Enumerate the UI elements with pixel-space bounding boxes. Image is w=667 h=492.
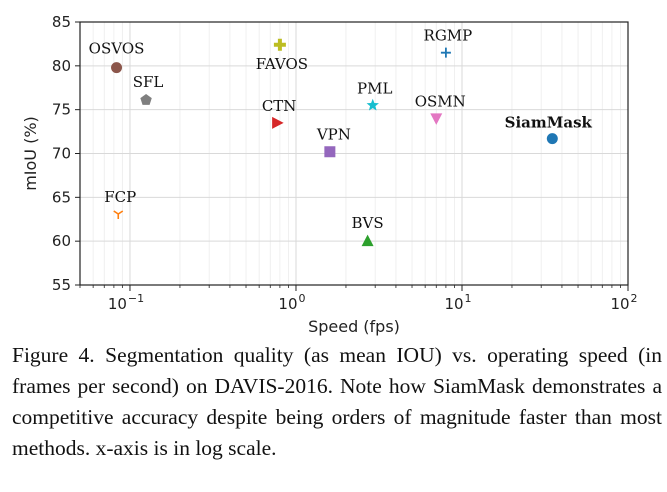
x-axis-label: Speed (fps): [308, 317, 400, 336]
point-label: SFL: [133, 73, 164, 91]
point-ctn: CTN: [262, 97, 297, 129]
plot-frame: [79, 21, 629, 286]
point-label: FCP: [104, 188, 136, 206]
point-label: SiamMask: [505, 114, 593, 132]
y-tick-label: 70: [52, 145, 71, 163]
marker-ctn: [272, 116, 284, 129]
y-ticks: 55 60 65 70 75 80 85: [52, 13, 80, 294]
point-osvos: OSVOS: [89, 40, 145, 74]
marker-bvs: [361, 234, 374, 247]
point-pml: PML: [357, 79, 392, 111]
point-label: RGMP: [424, 27, 473, 45]
marker-vpn: [324, 146, 336, 158]
x-tick-exponent: 2: [631, 292, 638, 305]
point-label: VPN: [316, 126, 351, 144]
point-label: OSMN: [415, 92, 466, 110]
point-favos: FAVOS: [256, 38, 308, 73]
point-sfl: SFL: [133, 73, 164, 105]
y-tick-label: 75: [52, 101, 71, 119]
marker-osvos: [111, 62, 123, 74]
y-tick-label: 80: [52, 57, 71, 75]
data-points: OSVOS SFL FCP FAVOS CTN VPN PML BVS RGMP OSMN Siam…: [89, 27, 593, 247]
marker-rgmp: [440, 47, 451, 58]
y-tick-label: 60: [52, 232, 71, 250]
point-bvs: BVS: [352, 214, 384, 247]
point-label: BVS: [352, 214, 384, 232]
grid: [79, 21, 628, 286]
y-tick-label: 85: [52, 13, 71, 31]
x-tick-label: 10−1: [108, 292, 144, 313]
x-ticks: 10−1 100 101 102: [79, 285, 638, 313]
x-tick-exponent: −1: [128, 292, 144, 305]
marker-pml: [366, 98, 379, 111]
marker-sfl: [140, 94, 152, 105]
point-siammask: SiamMask: [505, 114, 593, 145]
x-tick-exponent: 1: [465, 292, 472, 305]
x-tick-label: 101: [444, 292, 471, 313]
point-label: FAVOS: [256, 55, 308, 73]
point-label: OSVOS: [89, 40, 145, 58]
x-tick-label: 100: [278, 292, 305, 313]
point-vpn: VPN: [316, 126, 351, 158]
point-rgmp: RGMP: [424, 27, 473, 58]
x-tick-label: 102: [610, 292, 637, 313]
figure-caption: Figure 4. Segmentation quality (as mean …: [12, 343, 662, 460]
point-label: PML: [357, 79, 392, 97]
marker-favos: [273, 38, 286, 51]
marker-fcp: [113, 210, 124, 219]
marker-siammask: [546, 133, 558, 145]
y-tick-label: 55: [52, 276, 71, 294]
y-axis-label: mIoU (%): [21, 116, 40, 191]
point-label: CTN: [262, 97, 297, 115]
point-fcp: FCP: [104, 188, 136, 219]
point-osmn: OSMN: [415, 92, 466, 125]
x-tick-exponent: 0: [299, 292, 306, 305]
y-tick-label: 65: [52, 188, 71, 206]
marker-osmn: [430, 113, 443, 125]
